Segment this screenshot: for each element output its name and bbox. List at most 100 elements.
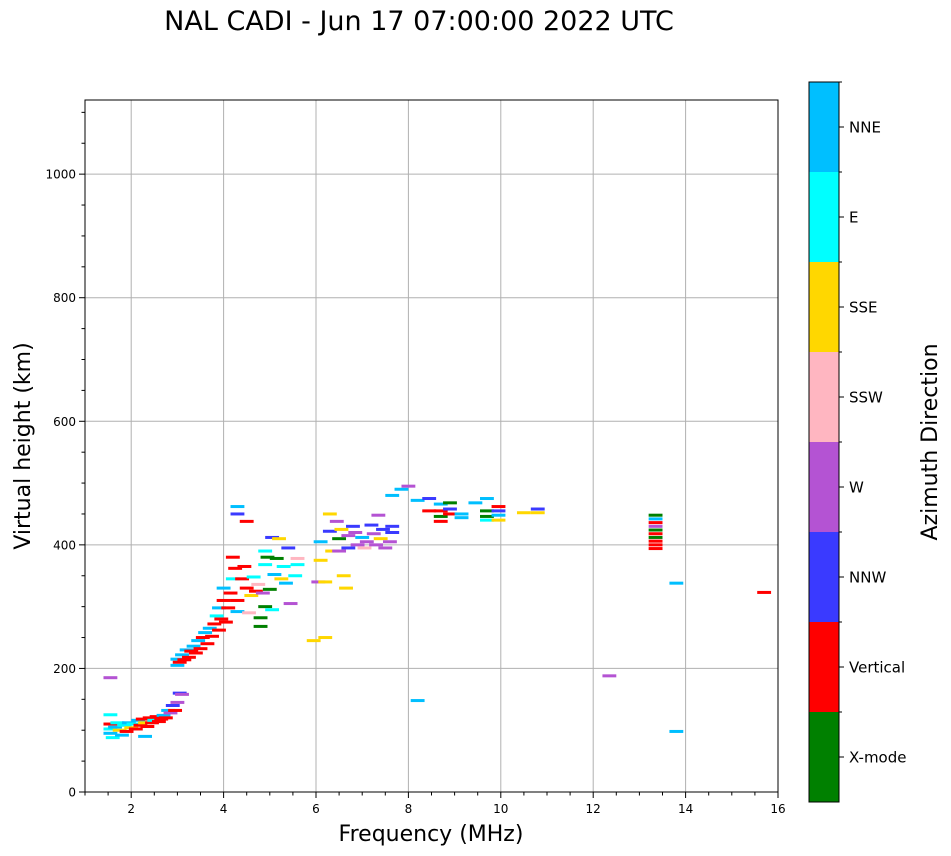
colorbar: X-mode Vertical NNW W SSW SSE E NNE xyxy=(808,81,906,803)
x-tick-label: 16 xyxy=(770,802,785,816)
data-point xyxy=(454,512,469,516)
data-point xyxy=(265,608,280,612)
data-point xyxy=(175,653,189,657)
data-point xyxy=(364,523,379,527)
data-point xyxy=(433,509,448,513)
data-point xyxy=(251,582,266,586)
data-points xyxy=(103,484,772,740)
data-point xyxy=(283,602,298,606)
data-point xyxy=(318,580,333,584)
data-point xyxy=(648,528,663,532)
data-point xyxy=(242,611,256,615)
data-point xyxy=(480,514,494,518)
data-point xyxy=(151,720,166,724)
colorbar-segment xyxy=(809,262,839,352)
x-tick-label: 4 xyxy=(220,802,228,816)
data-point xyxy=(272,537,286,541)
data-point xyxy=(369,543,383,547)
data-point xyxy=(258,605,273,609)
colorbar-category-label: SSW xyxy=(849,389,883,407)
colorbar-frame xyxy=(808,81,840,803)
data-point xyxy=(186,644,201,648)
data-point xyxy=(313,540,328,544)
data-point xyxy=(230,512,245,516)
data-point xyxy=(357,546,372,550)
data-point xyxy=(350,543,365,547)
grid-lines xyxy=(85,100,778,792)
data-point xyxy=(230,610,245,614)
data-point xyxy=(334,527,349,531)
data-point xyxy=(443,507,457,511)
x-tick-label: 2 xyxy=(127,802,135,816)
y-tick-label: 1000 xyxy=(45,168,76,182)
data-point xyxy=(757,590,772,594)
data-point xyxy=(119,729,134,733)
data-point xyxy=(491,518,506,522)
data-point xyxy=(202,626,217,630)
data-point xyxy=(108,725,122,729)
data-point xyxy=(168,708,183,712)
y-tick-label: 800 xyxy=(53,291,76,305)
data-point xyxy=(225,555,240,559)
colorbar-segment xyxy=(809,352,839,442)
data-point xyxy=(191,639,206,643)
colorbar-segment xyxy=(809,442,839,532)
data-point xyxy=(184,649,199,653)
data-point xyxy=(128,727,143,731)
data-point xyxy=(491,513,506,517)
data-point xyxy=(188,651,203,655)
data-point xyxy=(290,563,305,567)
data-point xyxy=(237,564,252,568)
data-point xyxy=(648,547,663,551)
colorbar-segment xyxy=(809,82,839,172)
data-point xyxy=(175,692,189,696)
data-point xyxy=(165,704,180,707)
colorbar-category-label: X-mode xyxy=(849,749,906,767)
data-point xyxy=(433,519,448,523)
data-point xyxy=(433,514,448,518)
data-point xyxy=(214,617,229,621)
data-point xyxy=(230,598,245,602)
data-point xyxy=(422,509,437,513)
data-point xyxy=(376,527,390,531)
data-point xyxy=(648,517,663,521)
data-point xyxy=(385,524,400,528)
data-point xyxy=(401,484,416,488)
data-point xyxy=(602,674,617,678)
data-point xyxy=(669,729,684,733)
data-point xyxy=(244,594,259,598)
data-point xyxy=(371,513,386,517)
data-point xyxy=(648,521,663,525)
data-point xyxy=(156,713,171,717)
x-tick-label: 10 xyxy=(493,802,508,816)
x-axis-label: Frequency (MHz) xyxy=(339,822,524,847)
data-point xyxy=(322,529,337,533)
data-point xyxy=(103,727,118,731)
data-point xyxy=(281,546,296,550)
colorbar-category-label: SSE xyxy=(849,299,878,317)
data-point xyxy=(648,539,663,543)
data-point xyxy=(163,711,178,715)
data-point xyxy=(235,577,250,581)
data-point xyxy=(378,546,393,550)
data-point xyxy=(207,622,222,626)
x-tick-label: 6 xyxy=(312,802,320,816)
data-point xyxy=(253,624,268,628)
data-point xyxy=(394,487,409,491)
data-point xyxy=(140,725,155,729)
colorbar-segment xyxy=(809,622,839,712)
data-point xyxy=(138,734,152,738)
data-point xyxy=(480,497,494,501)
data-point xyxy=(193,647,208,651)
data-point xyxy=(253,616,268,620)
y-axis-label: Virtual height (km) xyxy=(11,342,36,549)
data-point xyxy=(225,577,240,581)
data-point xyxy=(454,516,469,520)
data-point xyxy=(262,587,277,591)
x-axis-ticks: 2 4 6 8 10 12 14 16 xyxy=(84,792,786,816)
data-point xyxy=(239,519,254,523)
data-point xyxy=(198,631,213,635)
data-point xyxy=(359,540,374,544)
data-point xyxy=(318,636,333,640)
